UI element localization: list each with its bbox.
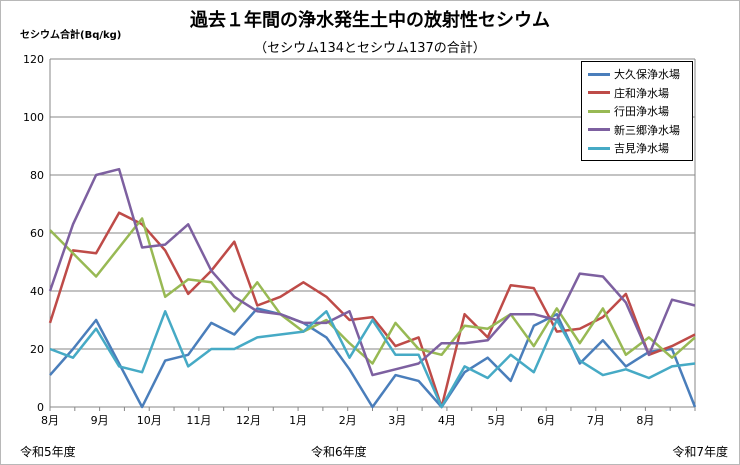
legend-swatch — [588, 72, 610, 76]
legend: 大久保浄水場 庄和浄水場行田浄水場新三郷浄水場 吉見浄水場 — [581, 61, 693, 161]
x-tick-label: 8月 — [41, 414, 59, 427]
y-tick-label: 120 — [23, 53, 44, 66]
x-tick-label: 10月 — [137, 414, 162, 427]
y-tick-label: 100 — [23, 111, 44, 124]
y-tick-label: 0 — [37, 401, 44, 414]
legend-label: 庄和浄水場 — [614, 86, 669, 100]
legend-label: 新三郷浄水場 — [614, 123, 680, 137]
y-tick-label: 80 — [30, 169, 44, 182]
era-label: 令和7年度 — [672, 445, 728, 459]
legend-item: 庄和浄水場 — [588, 85, 669, 101]
x-tick-label: 8月 — [636, 414, 654, 427]
y-tick-label: 20 — [30, 343, 44, 356]
x-tick-label: 2月 — [339, 414, 357, 427]
series-line-3 — [49, 217, 696, 365]
y-tick-label: 60 — [30, 227, 44, 240]
era-label: 令和5年度 — [20, 445, 76, 459]
x-tick-label: 3月 — [388, 414, 406, 427]
x-tick-label: 7月 — [587, 414, 605, 427]
legend-item: 新三郷浄水場 — [588, 122, 680, 138]
x-tick-label: 11月 — [186, 414, 211, 427]
x-tick-label: 6月 — [537, 414, 555, 427]
chart-title: 過去１年間の浄水発生土中の放射性セシウム — [190, 10, 550, 31]
era-label: 令和6年度 — [311, 445, 367, 459]
series-line-2 — [48, 211, 696, 409]
x-tick-label: 5月 — [488, 414, 506, 427]
legend-label: 大久保浄水場 — [614, 68, 680, 81]
legend-swatch — [588, 109, 610, 113]
x-tick-label: 1月 — [289, 414, 307, 427]
series-line-1 — [49, 307, 697, 409]
legend-item: 吉見浄水場 — [588, 140, 669, 156]
chart-subtitle: （セシウム134とセシウム137の合計） — [254, 41, 486, 56]
legend-label: 行田浄水場 — [614, 105, 669, 118]
legend-swatch — [588, 91, 610, 94]
legend-label: 吉見浄水場 — [614, 142, 669, 155]
legend-item: 大久保浄水場 — [588, 66, 680, 82]
y-axis-label: セシウム合計(Bq/kg) — [20, 30, 122, 41]
legend-item: 行田浄水場 — [588, 103, 669, 119]
x-tick-label: 12月 — [236, 414, 261, 427]
y-tick-label: 40 — [30, 285, 44, 298]
x-tick-label: 9月 — [91, 414, 109, 427]
x-tick-label: 4月 — [438, 414, 456, 427]
series-line-4 — [48, 167, 696, 377]
series-line-5 — [49, 310, 696, 409]
legend-swatch — [588, 128, 610, 131]
legend-swatch — [588, 146, 610, 150]
